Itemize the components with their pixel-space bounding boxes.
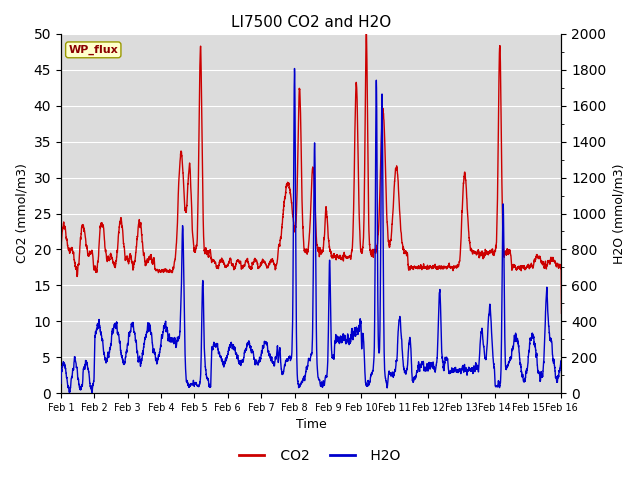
Text: WP_flux: WP_flux — [68, 45, 118, 55]
Y-axis label: H2O (mmol/m3): H2O (mmol/m3) — [612, 163, 625, 264]
Title: LI7500 CO2 and H2O: LI7500 CO2 and H2O — [231, 15, 391, 30]
Y-axis label: CO2 (mmol/m3): CO2 (mmol/m3) — [15, 164, 28, 264]
X-axis label: Time: Time — [296, 419, 326, 432]
Legend:  CO2,  H2O: CO2, H2O — [234, 443, 406, 468]
